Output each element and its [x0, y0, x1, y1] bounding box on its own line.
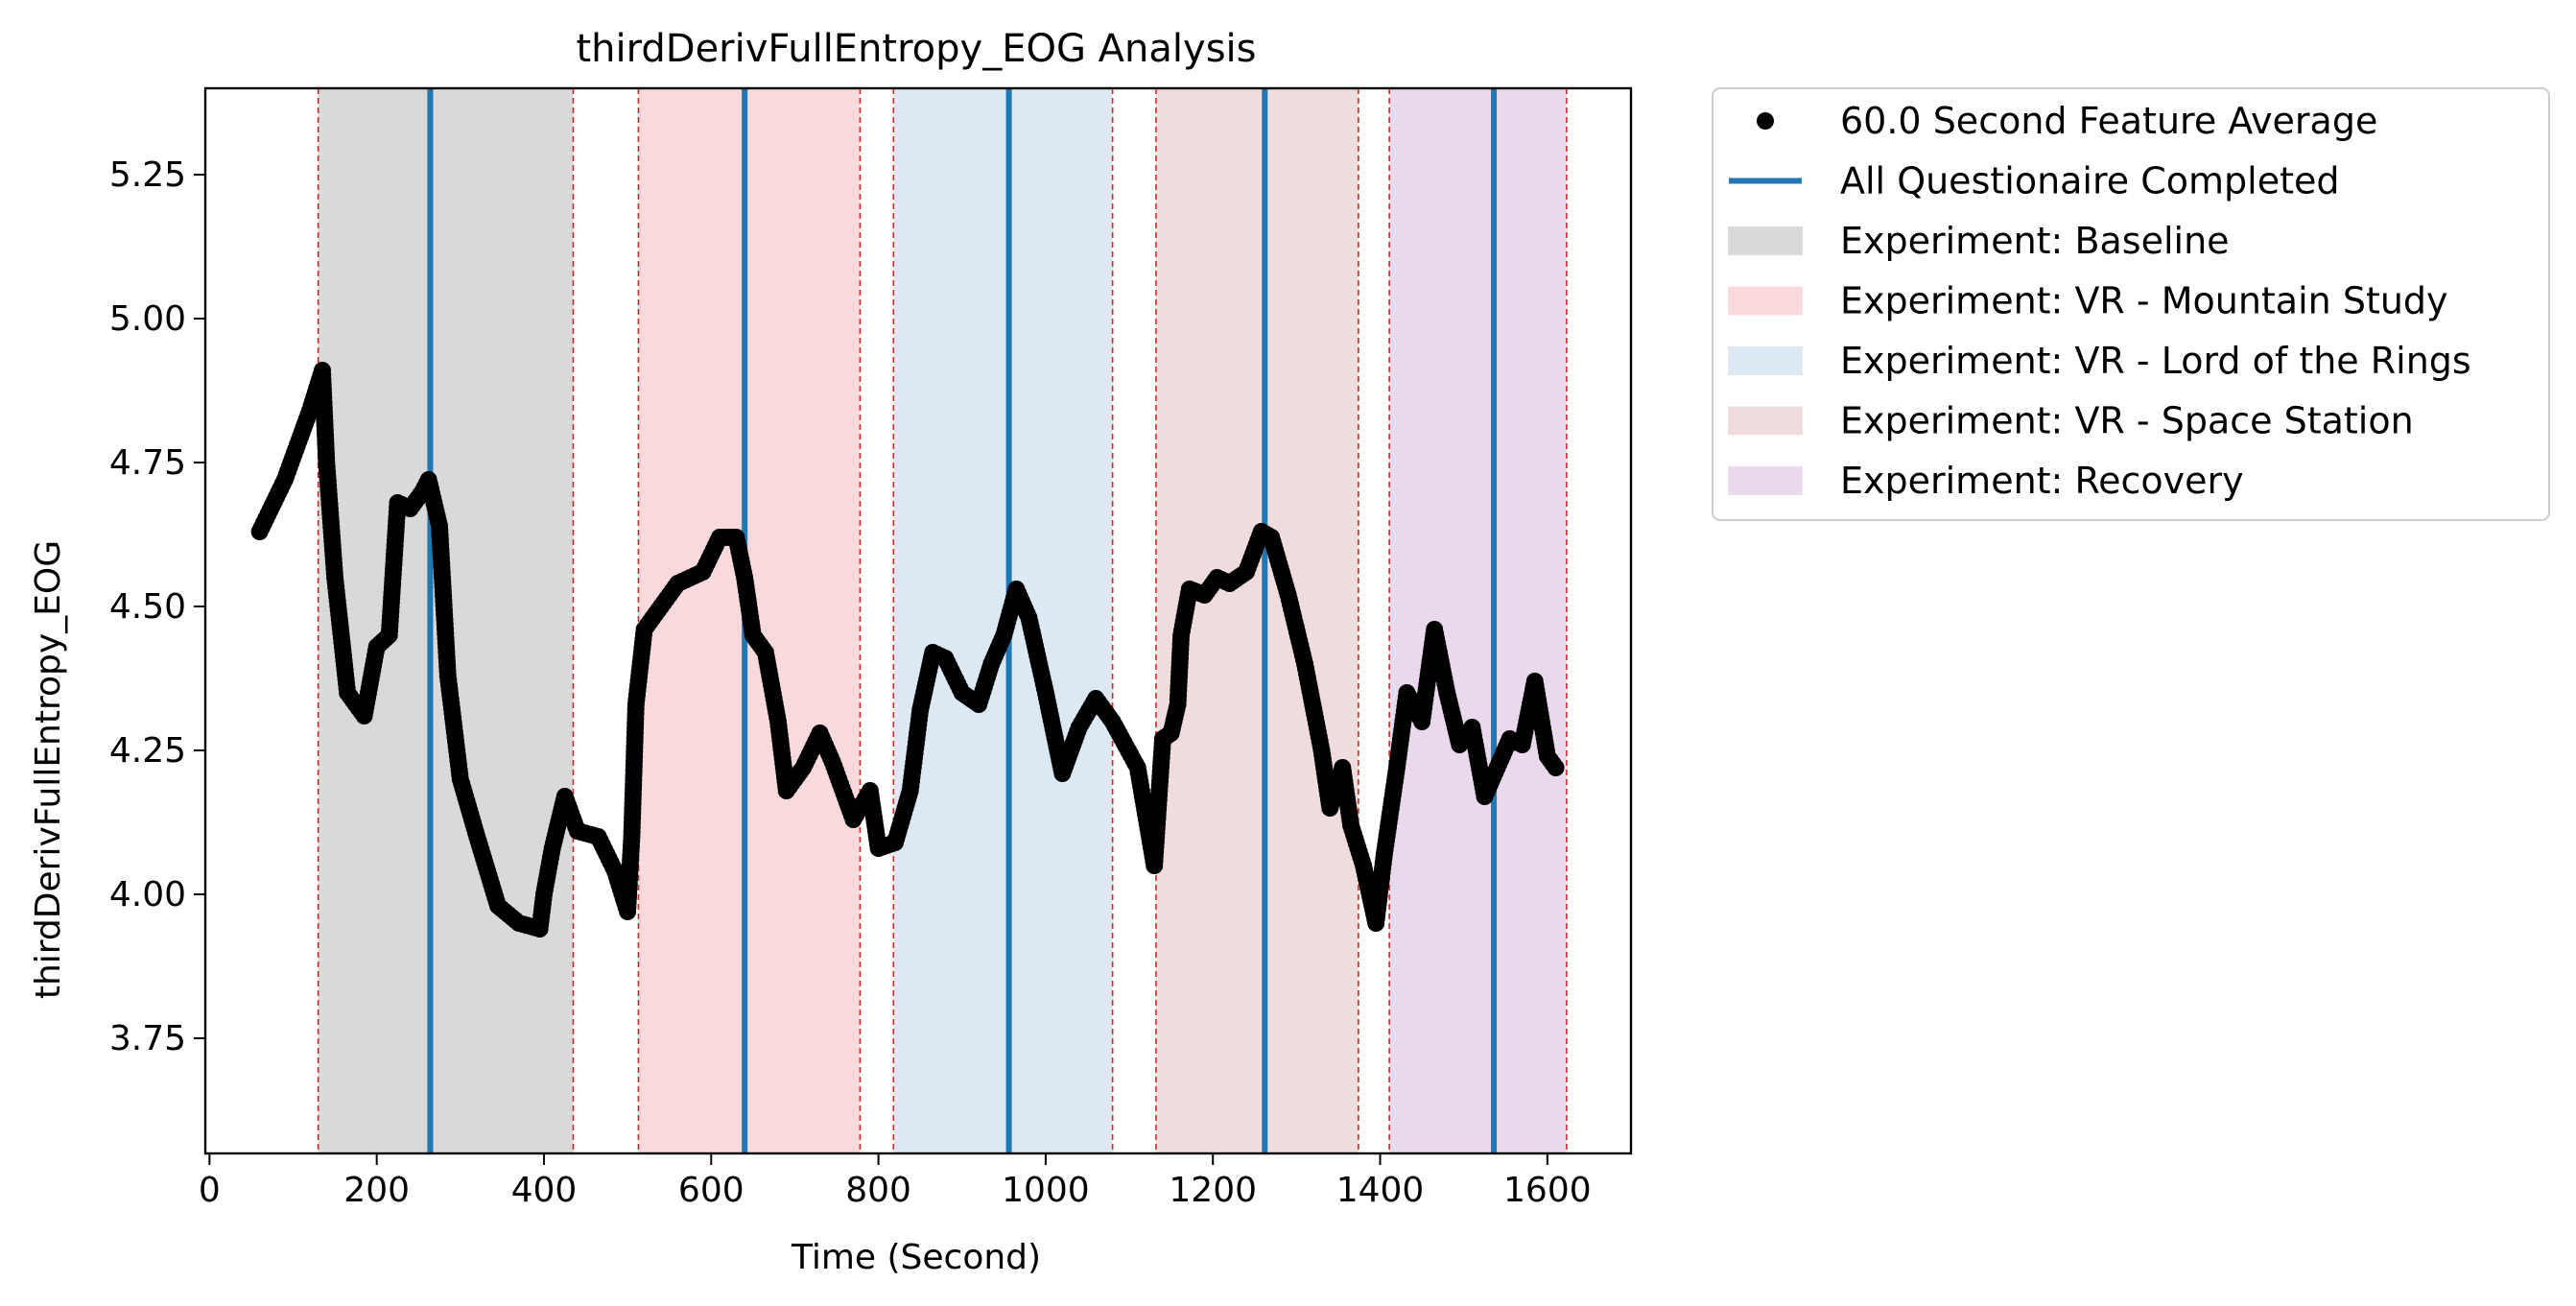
legend: 60.0 Second Feature Average All Questiona…	[1712, 87, 2550, 521]
y-axis-label: thirdDerivFullEntropy_EOG	[29, 540, 68, 999]
legend-label: Experiment: VR - Lord of the Rings	[1840, 340, 2471, 382]
y-tick-label: 4.50	[109, 587, 186, 627]
x-tick-label: 0	[199, 1171, 221, 1210]
y-tick-label: 4.00	[109, 875, 186, 914]
legend-swatch	[1728, 286, 1803, 316]
y-axis-ticks: 3.75 4.00 4.25 4.50 4.75 5.00 5.25	[109, 155, 205, 1058]
y-tick-label: 4.75	[109, 443, 186, 483]
experiment-spans	[317, 88, 1568, 1153]
legend-marker	[1757, 112, 1774, 130]
y-tick-label: 4.25	[109, 731, 186, 771]
y-tick-label: 3.75	[109, 1019, 186, 1058]
y-tick-label: 5.00	[109, 299, 186, 339]
legend-label: Experiment: Recovery	[1840, 460, 2244, 502]
x-tick-label: 400	[511, 1171, 578, 1210]
x-tick-label: 200	[343, 1171, 410, 1210]
x-tick-label: 1000	[1002, 1171, 1090, 1210]
x-tick-label: 1400	[1336, 1171, 1425, 1210]
legend-label: All Questionaire Completed	[1840, 160, 2340, 202]
legend-box	[1712, 87, 2550, 521]
legend-label: Experiment: VR - Mountain Study	[1840, 280, 2448, 322]
legend-swatch	[1728, 226, 1803, 255]
x-axis-ticks: 0 200 400 600 800 1000 1200 1400 1600	[199, 1153, 1592, 1210]
x-tick-label: 600	[678, 1171, 744, 1210]
experiment-span	[1389, 88, 1567, 1153]
y-tick-label: 5.25	[109, 155, 186, 195]
x-axis-label: Time (Second)	[791, 1238, 1041, 1277]
feature-average-series	[250, 362, 1565, 938]
x-tick-label: 1200	[1169, 1171, 1257, 1210]
legend-swatch	[1728, 406, 1803, 436]
plot-frame	[203, 86, 1633, 1155]
x-tick-label: 1600	[1503, 1171, 1592, 1210]
legend-label: Experiment: Baseline	[1840, 220, 2230, 262]
legend-label: 60.0 Second Feature Average	[1840, 100, 2377, 142]
data-point	[1547, 759, 1565, 776]
legend-label: Experiment: VR - Space Station	[1840, 400, 2414, 442]
legend-swatch	[1728, 346, 1803, 375]
chart-title: thirdDerivFullEntropy_EOG Analysis	[576, 27, 1256, 71]
legend-swatch	[1728, 466, 1803, 495]
x-tick-label: 800	[845, 1171, 911, 1210]
